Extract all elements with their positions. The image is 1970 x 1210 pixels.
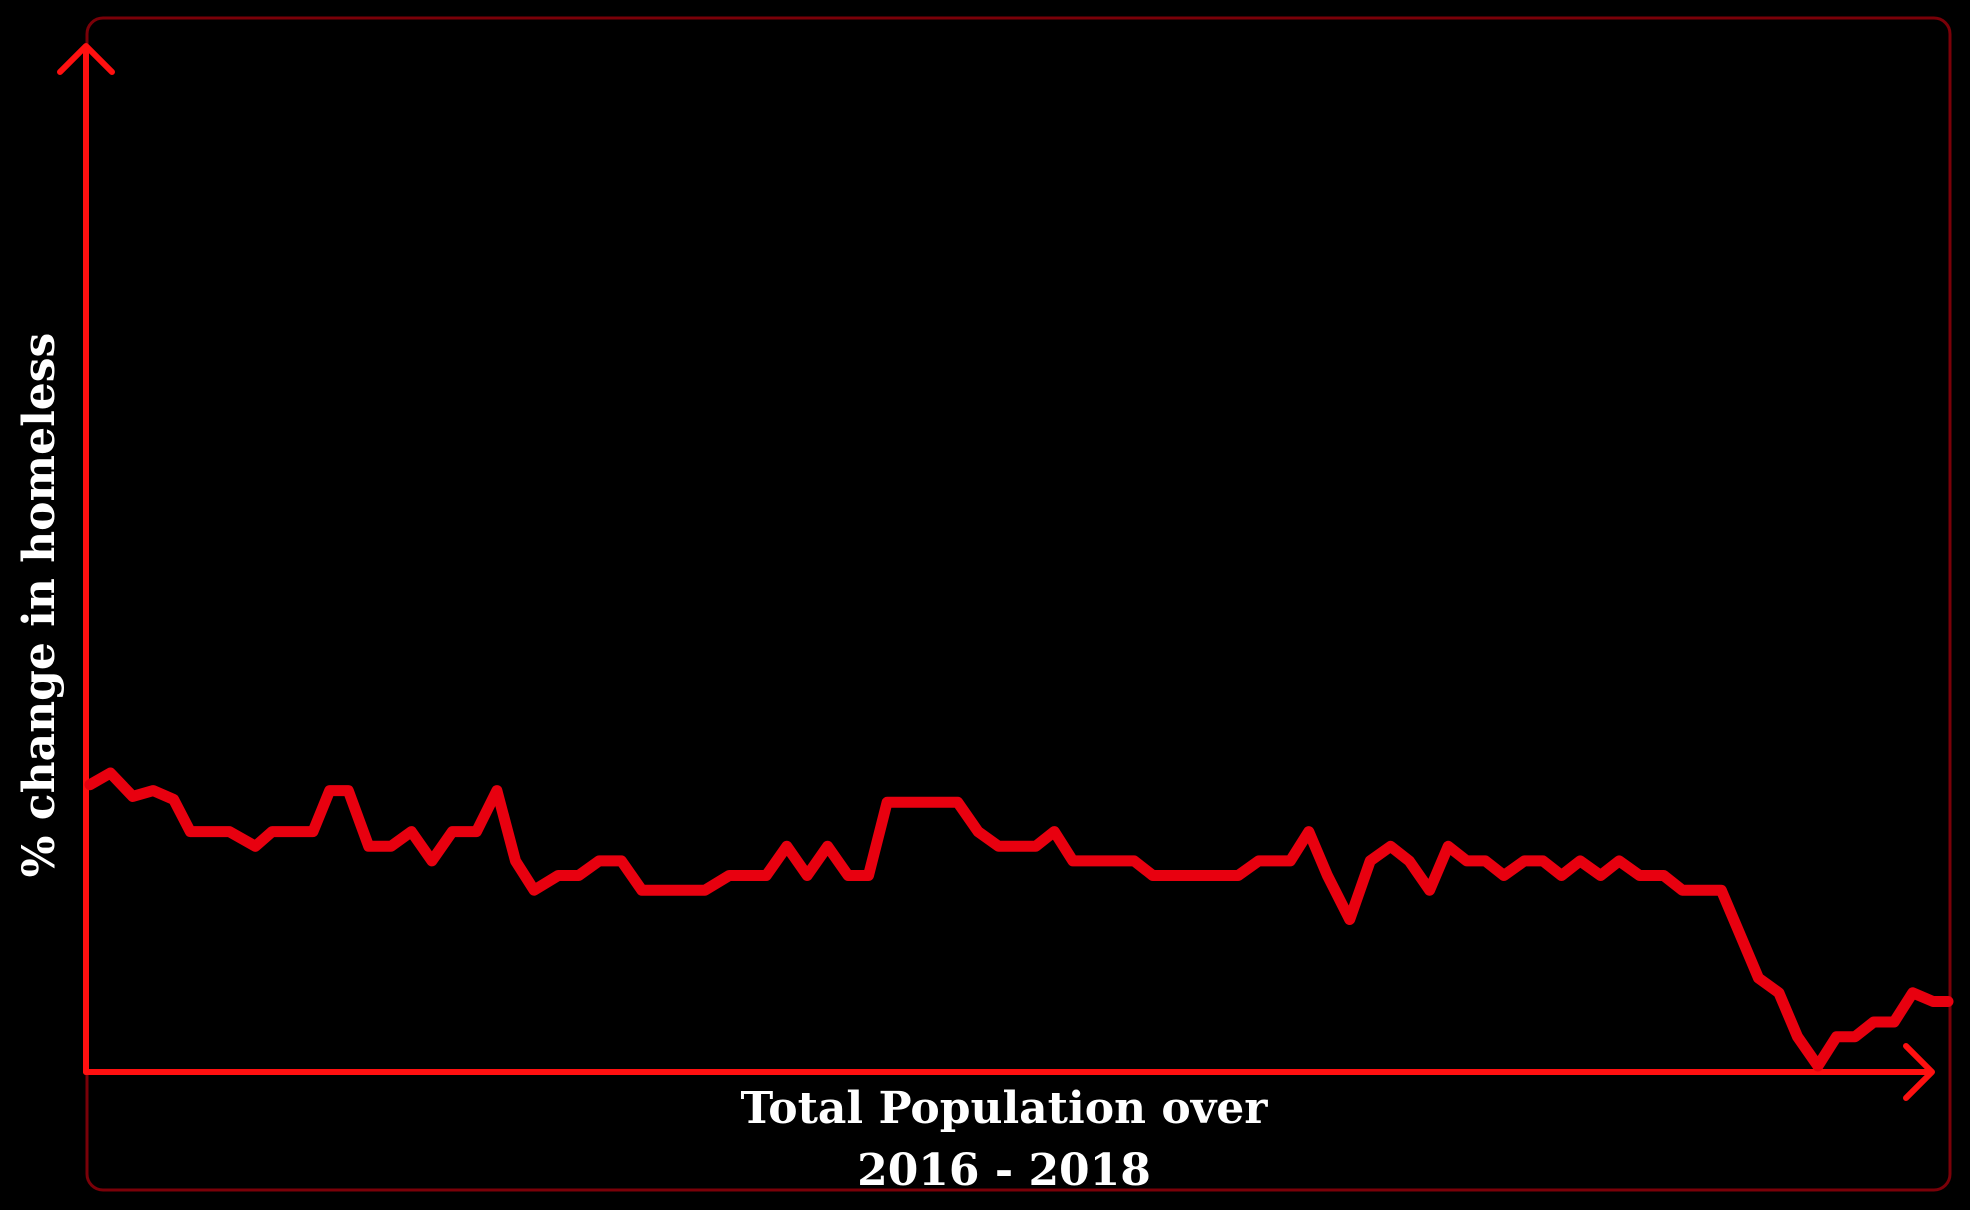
x-axis-label-line-2: 2016 - 2018 [857,1145,1151,1196]
y-axis-arrow-icon [57,43,115,75]
y-axis-label: % change in homeless [14,332,65,878]
series-group [84,767,1954,1072]
chart-frame [85,16,1952,1192]
x-axis-label-line-1: Total Population over [740,1083,1268,1134]
x-axis-label: Total Population over 2016 - 2018 [704,1078,1304,1202]
x-axis-arrow-icon [1903,1043,1935,1101]
axes [57,43,1935,1101]
series-line-1 [84,767,1954,1072]
